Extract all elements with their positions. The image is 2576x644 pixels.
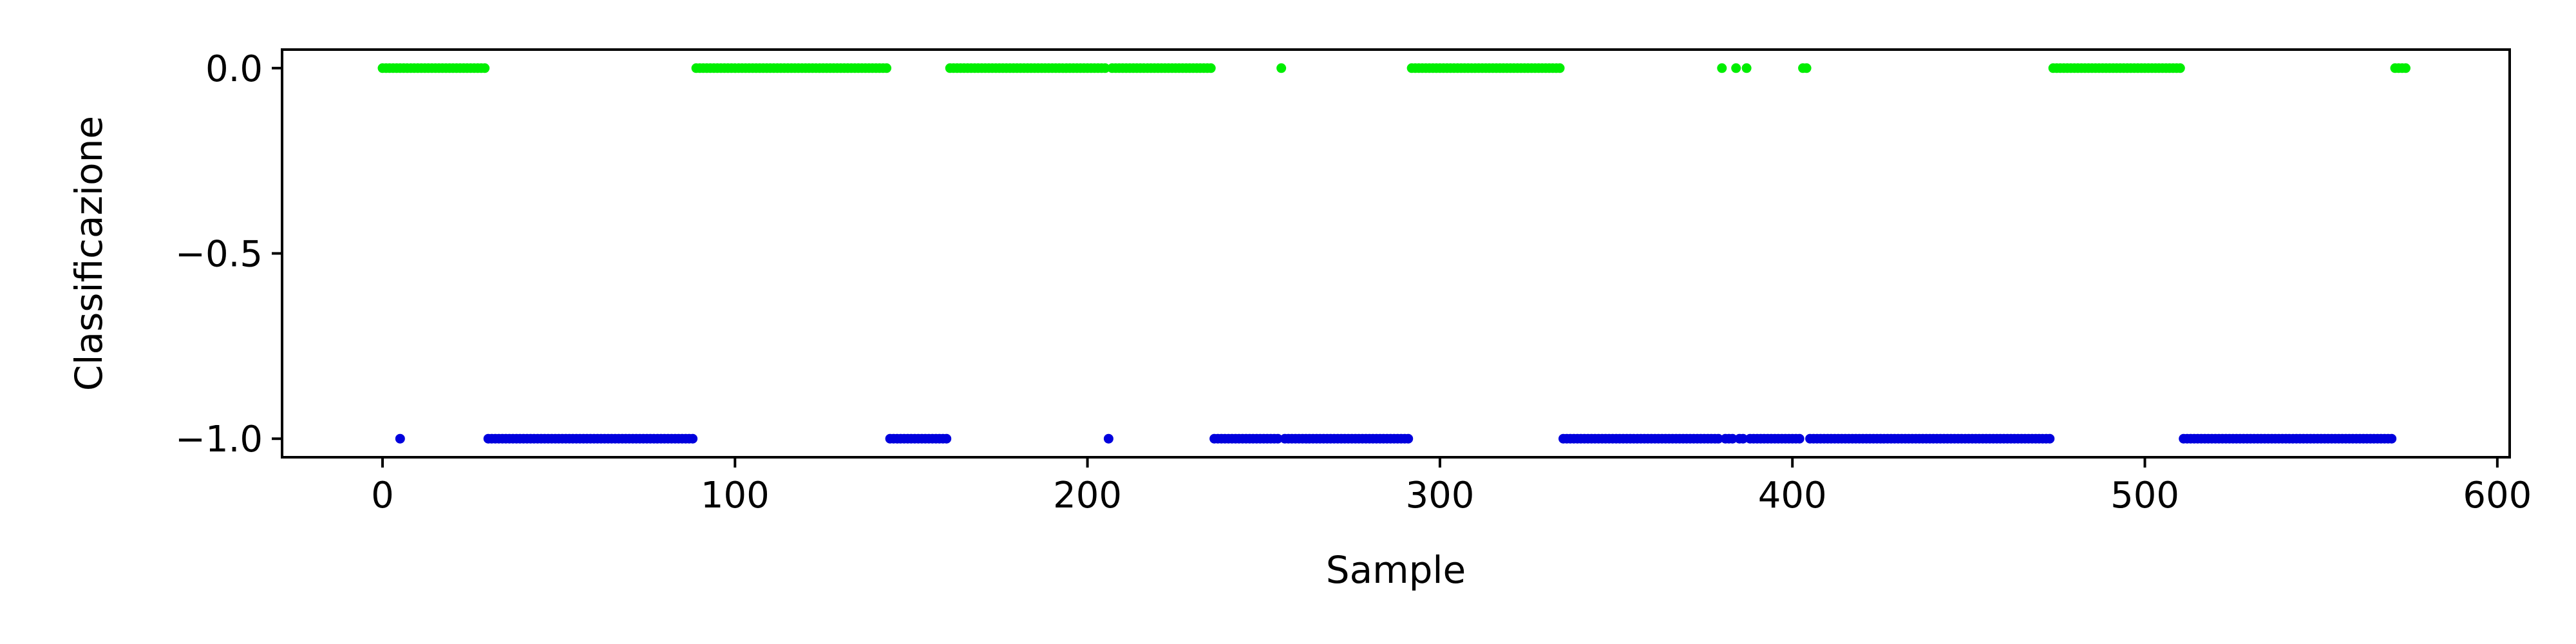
data-point xyxy=(1100,63,1110,73)
data-point xyxy=(1738,433,1748,444)
x-tick-label: 100 xyxy=(701,475,770,516)
data-point xyxy=(1555,63,1565,73)
x-tick-label: 400 xyxy=(1758,475,1827,516)
x-axis-ticks: 0 100 200 300 400 500 600 xyxy=(371,457,2532,516)
x-tick-label: 0 xyxy=(371,475,394,516)
data-point xyxy=(1273,433,1283,444)
y-tick-label: −1.0 xyxy=(175,419,263,460)
y-tick-label: 0.0 xyxy=(205,48,263,90)
x-tick-label: 200 xyxy=(1053,475,1122,516)
data-point xyxy=(1713,433,1723,444)
data-point xyxy=(1403,433,1414,444)
x-tick-label: 500 xyxy=(2110,475,2179,516)
data-point xyxy=(1731,63,1741,73)
y-axis-ticks: 0.0 −0.5 −1.0 xyxy=(175,48,282,460)
data-point xyxy=(2175,63,2185,73)
data-point xyxy=(1717,63,1727,73)
data-point xyxy=(942,433,952,444)
data-point xyxy=(2045,433,2055,444)
y-tick-label: −0.5 xyxy=(175,234,263,276)
data-point xyxy=(395,433,405,444)
x-axis-label: Sample xyxy=(1326,548,1466,592)
y-axis-label: Classificazione xyxy=(67,116,111,391)
data-point xyxy=(1276,63,1287,73)
data-point xyxy=(1794,433,1804,444)
data-point xyxy=(1801,63,1812,73)
data-point xyxy=(688,433,698,444)
series-1-points xyxy=(395,433,2397,444)
data-point xyxy=(1727,433,1738,444)
data-point xyxy=(2401,63,2410,73)
data-point xyxy=(882,63,892,73)
data-point xyxy=(480,63,490,73)
data-point xyxy=(1103,433,1113,444)
data-point xyxy=(2387,433,2397,444)
x-tick-label: 300 xyxy=(1405,475,1474,516)
x-tick-label: 600 xyxy=(2463,475,2532,516)
series-0-points xyxy=(377,63,2410,73)
data-points xyxy=(377,63,2410,444)
data-point xyxy=(1741,63,1752,73)
data-point xyxy=(1206,63,1216,73)
